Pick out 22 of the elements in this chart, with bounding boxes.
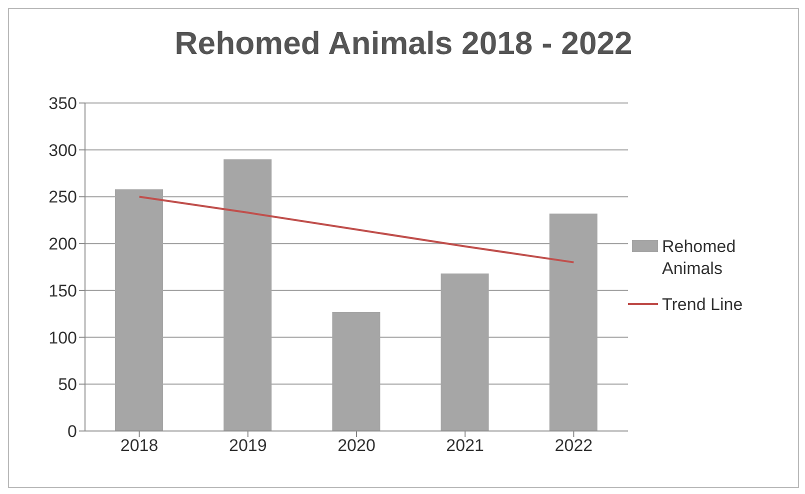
legend-label: Trend Line [662, 294, 744, 316]
y-tick-label: 300 [48, 140, 77, 160]
y-tick-label: 350 [48, 94, 77, 114]
legend-label: Rehomed Animals [662, 236, 737, 280]
bar [115, 189, 163, 431]
bar [224, 159, 272, 431]
x-tick-label: 2022 [554, 436, 593, 456]
x-tick-label: 2021 [446, 436, 484, 456]
y-tick-label: 100 [48, 328, 77, 348]
y-tick-label: 200 [48, 234, 77, 254]
x-tick-label: 2020 [338, 436, 376, 456]
y-tick-label: 50 [58, 375, 77, 394]
bar [549, 214, 598, 431]
chart-title: Rehomed Animals 2018 - 2022 [174, 25, 634, 63]
bar [440, 274, 489, 431]
y-tick-label: 0 [68, 422, 77, 442]
bar [332, 312, 380, 431]
y-tick-label: 150 [48, 281, 77, 300]
x-tick-label: 2018 [120, 436, 158, 456]
x-tick-label: 2019 [228, 436, 267, 456]
line-series [138, 196, 575, 264]
y-tick-label: 250 [48, 188, 77, 207]
